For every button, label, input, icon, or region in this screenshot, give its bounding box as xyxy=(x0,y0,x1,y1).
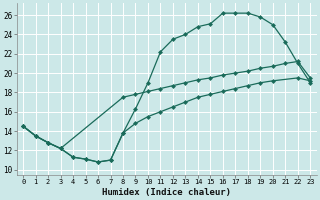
X-axis label: Humidex (Indice chaleur): Humidex (Indice chaleur) xyxy=(102,188,231,197)
